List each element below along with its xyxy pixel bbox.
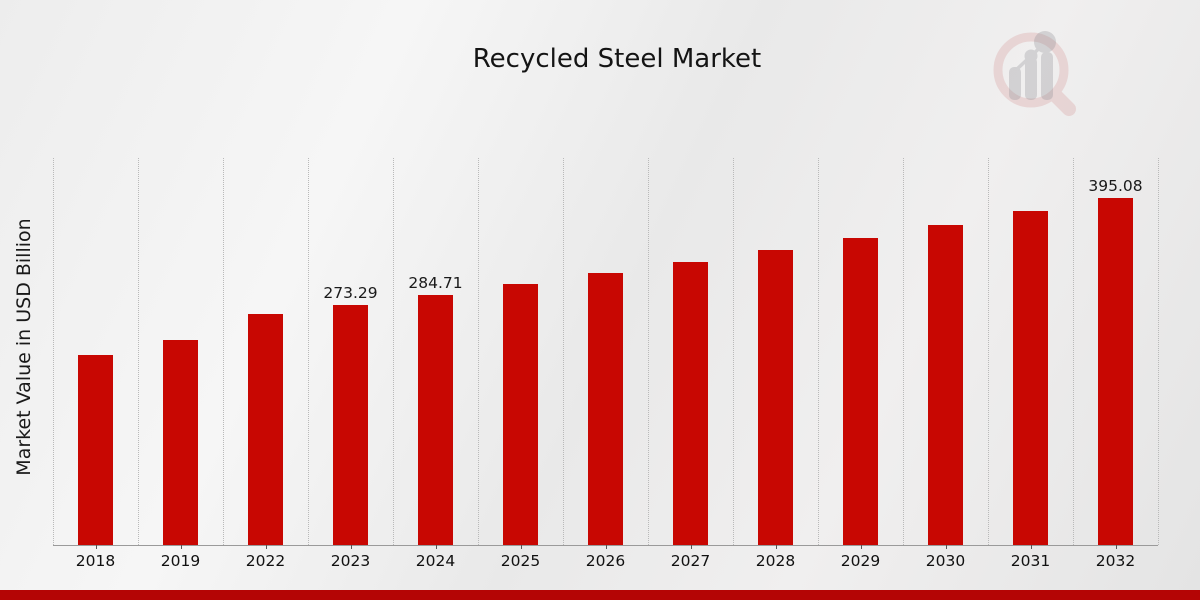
gridline <box>138 158 139 545</box>
gridline <box>733 158 734 545</box>
y-axis-label: Market Value in USD Billion <box>13 218 35 476</box>
x-axis-tick <box>605 545 607 549</box>
x-axis-tick <box>95 545 97 549</box>
bar-2027 <box>673 261 708 545</box>
bar-2030 <box>928 224 963 545</box>
mrfr-watermark-logo <box>993 31 1076 116</box>
x-axis-tick <box>265 545 267 549</box>
gridline <box>478 158 479 545</box>
x-axis-tick <box>860 545 862 549</box>
bar-value-label: 284.71 <box>408 273 463 292</box>
gridline <box>53 158 54 545</box>
x-axis-tick <box>690 545 692 549</box>
x-axis-tick <box>775 545 777 549</box>
x-tick-label-2026: 2026 <box>585 552 626 570</box>
x-axis-tick <box>435 545 437 549</box>
bar-value-label: 395.08 <box>1088 176 1143 195</box>
logo-bar-medium-icon <box>1025 57 1037 100</box>
gridline <box>1158 158 1159 545</box>
bar-2029 <box>843 237 878 545</box>
magnifier-ring-icon <box>993 32 1069 108</box>
bar-2026 <box>588 273 623 545</box>
bar-value-label: 273.29 <box>323 283 378 302</box>
chart-title: Recycled Steel Market <box>472 44 762 74</box>
bar-2019 <box>163 339 198 545</box>
x-tick-label-2019: 2019 <box>160 552 201 570</box>
gridline <box>903 158 904 545</box>
logo-bar-tall-icon <box>1041 52 1053 100</box>
x-axis-tick <box>180 545 182 549</box>
x-tick-label-2024: 2024 <box>415 552 456 570</box>
x-tick-label-2030: 2030 <box>925 552 966 570</box>
gridline <box>818 158 819 545</box>
logo-trend-dot-large-icon <box>1034 31 1056 53</box>
magnifier-handle-icon <box>1049 89 1076 116</box>
gridline <box>393 158 394 545</box>
x-tick-label-2032: 2032 <box>1095 552 1136 570</box>
gridline <box>1073 158 1074 545</box>
footer-accent-bar <box>0 590 1200 600</box>
x-axis-tick <box>1030 545 1032 549</box>
gridline <box>563 158 564 545</box>
logo-bar-small-icon <box>1009 67 1021 100</box>
gridline <box>223 158 224 545</box>
plot-area: 2018 2019 2022 273.29 2023 284.71 2024 2025 2026… <box>53 158 1159 570</box>
bar-2031 <box>1013 211 1048 545</box>
logo-trend-dot-small-icon <box>1024 49 1038 63</box>
bar-2023 <box>333 304 368 545</box>
x-tick-label-2028: 2028 <box>755 552 796 570</box>
bar-2032 <box>1098 197 1133 545</box>
gridline <box>988 158 989 545</box>
x-axis-tick <box>1115 545 1117 549</box>
x-axis-tick <box>520 545 522 549</box>
x-tick-label-2031: 2031 <box>1010 552 1051 570</box>
bar-2022 <box>248 314 283 545</box>
x-tick-label-2029: 2029 <box>840 552 881 570</box>
x-tick-label-2027: 2027 <box>670 552 711 570</box>
x-tick-label-2023: 2023 <box>330 552 371 570</box>
x-tick-label-2025: 2025 <box>500 552 541 570</box>
bar-2028 <box>758 250 793 545</box>
x-tick-label-2022: 2022 <box>245 552 286 570</box>
bar-2025 <box>503 284 538 545</box>
gridline <box>308 158 309 545</box>
bar-2024 <box>418 294 453 545</box>
x-axis-tick <box>350 545 352 549</box>
gridline <box>648 158 649 545</box>
logo-trend-line-icon <box>1013 41 1047 73</box>
x-axis-tick <box>945 545 947 549</box>
x-tick-label-2018: 2018 <box>75 552 116 570</box>
bar-2018 <box>78 355 113 545</box>
